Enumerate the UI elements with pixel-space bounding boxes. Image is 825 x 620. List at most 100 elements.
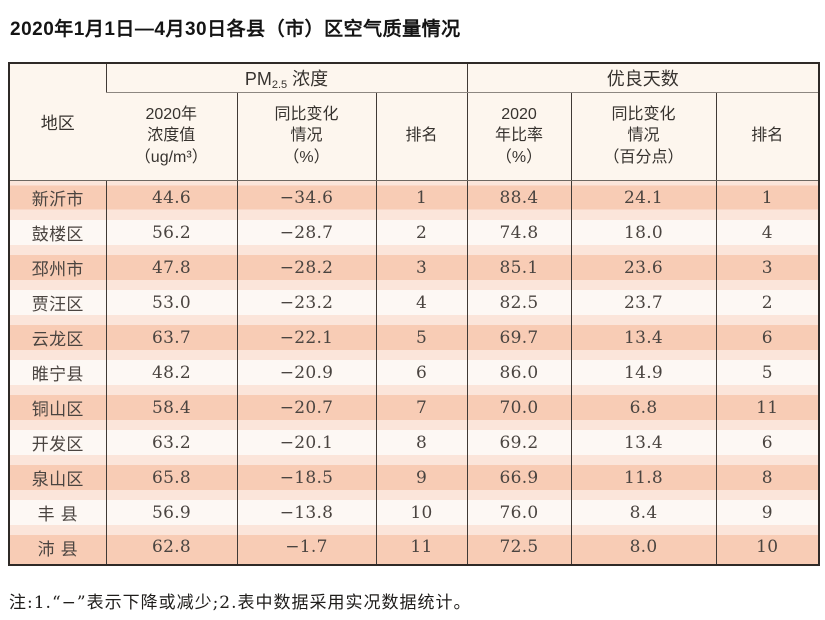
cell-pm25-rank: 9 bbox=[375, 460, 468, 495]
cell-good-days-change: 23.6 bbox=[570, 250, 717, 285]
header-good-days-rank: 排名 bbox=[715, 92, 820, 181]
table-note: 注:1.“−”表示下降或减少;2.表中数据采用实况数据统计。 bbox=[9, 593, 472, 613]
cell-pm25-2020-value: 44.6 bbox=[105, 180, 237, 215]
table-row: 开发区 63.2 −20.1 8 69.2 13.4 6 bbox=[9, 425, 820, 460]
cell-good-days-rank: 9 bbox=[715, 495, 820, 530]
cell-region: 泉山区 bbox=[9, 460, 106, 495]
cell-region: 铜山区 bbox=[9, 390, 106, 425]
cell-pm25-change: −18.5 bbox=[236, 460, 376, 495]
air-quality-table: 地区 PM2.5 浓度 优良天数 2020年 浓度值 （ug/m³） 同比变化 … bbox=[8, 62, 821, 566]
cell-pm25-2020-value: 65.8 bbox=[105, 460, 237, 495]
cell-pm25-2020-value: 63.2 bbox=[105, 425, 237, 460]
pm25-label-subscript: 2.5 bbox=[271, 78, 288, 91]
cell-pm25-2020-value: 56.9 bbox=[105, 495, 237, 530]
header-region: 地区 bbox=[9, 63, 106, 181]
cell-good-days-change: 14.9 bbox=[570, 355, 717, 390]
cell-good-days-change: 13.4 bbox=[570, 425, 717, 460]
table-row: 云龙区 63.7 −22.1 5 69.7 13.4 6 bbox=[9, 320, 820, 355]
header-pm25-change: 同比变化 情况 （%） bbox=[236, 92, 376, 181]
cell-region: 丰 县 bbox=[9, 495, 106, 530]
cell-good-days-ratio: 86.0 bbox=[466, 355, 572, 390]
cell-region: 睢宁县 bbox=[9, 355, 106, 390]
cell-good-days-rank: 10 bbox=[715, 530, 820, 565]
cell-good-days-rank: 6 bbox=[715, 425, 820, 460]
page-title: 2020年1月1日—4月30日各县（市）区空气质量情况 bbox=[10, 19, 461, 40]
cell-pm25-2020-value: 58.4 bbox=[105, 390, 237, 425]
cell-good-days-rank: 11 bbox=[715, 390, 820, 425]
header-group-good-days: 优良天数 bbox=[466, 63, 820, 93]
header-group-pm25: PM2.5 浓度 bbox=[105, 63, 468, 93]
cell-pm25-rank: 5 bbox=[375, 320, 468, 355]
cell-pm25-rank: 2 bbox=[375, 215, 468, 250]
cell-good-days-change: 11.8 bbox=[570, 460, 717, 495]
cell-good-days-ratio: 85.1 bbox=[466, 250, 572, 285]
table-body: 新沂市 44.6 −34.6 1 88.4 24.1 1 鼓楼区 56.2 −28.7 2 74.8 1… bbox=[9, 180, 820, 565]
cell-pm25-rank: 4 bbox=[375, 285, 468, 320]
cell-pm25-rank: 11 bbox=[375, 530, 468, 565]
cell-region: 贾汪区 bbox=[9, 285, 106, 320]
cell-good-days-rank: 8 bbox=[715, 460, 820, 495]
cell-good-days-ratio: 76.0 bbox=[466, 495, 572, 530]
cell-good-days-ratio: 88.4 bbox=[466, 180, 572, 215]
cell-pm25-change: −20.1 bbox=[236, 425, 376, 460]
cell-good-days-ratio: 70.0 bbox=[466, 390, 572, 425]
cell-good-days-ratio: 72.5 bbox=[466, 530, 572, 565]
cell-pm25-2020-value: 63.7 bbox=[105, 320, 237, 355]
cell-pm25-rank: 6 bbox=[375, 355, 468, 390]
cell-good-days-ratio: 74.8 bbox=[466, 215, 572, 250]
cell-good-days-rank: 4 bbox=[715, 215, 820, 250]
cell-pm25-2020-value: 48.2 bbox=[105, 355, 237, 390]
cell-good-days-rank: 3 bbox=[715, 250, 820, 285]
cell-region: 邳州市 bbox=[9, 250, 106, 285]
cell-pm25-change: −13.8 bbox=[236, 495, 376, 530]
cell-good-days-change: 8.4 bbox=[570, 495, 717, 530]
cell-pm25-change: −34.6 bbox=[236, 180, 376, 215]
header-good-days-change: 同比变化 情况 （百分点） bbox=[570, 92, 717, 181]
table-row: 鼓楼区 56.2 −28.7 2 74.8 18.0 4 bbox=[9, 215, 820, 250]
cell-pm25-rank: 8 bbox=[375, 425, 468, 460]
cell-pm25-change: −28.2 bbox=[236, 250, 376, 285]
cell-pm25-change: −20.7 bbox=[236, 390, 376, 425]
table-row: 邳州市 47.8 −28.2 3 85.1 23.6 3 bbox=[9, 250, 820, 285]
cell-pm25-2020-value: 47.8 bbox=[105, 250, 237, 285]
cell-pm25-2020-value: 56.2 bbox=[105, 215, 237, 250]
cell-pm25-change: −22.1 bbox=[236, 320, 376, 355]
cell-pm25-rank: 7 bbox=[375, 390, 468, 425]
table-row: 丰 县 56.9 −13.8 10 76.0 8.4 9 bbox=[9, 495, 820, 530]
cell-good-days-ratio: 66.9 bbox=[466, 460, 572, 495]
cell-good-days-ratio: 69.2 bbox=[466, 425, 572, 460]
table-header: 地区 PM2.5 浓度 优良天数 2020年 浓度值 （ug/m³） 同比变化 … bbox=[9, 63, 820, 181]
cell-pm25-rank: 1 bbox=[375, 180, 468, 215]
cell-region: 沛 县 bbox=[9, 530, 106, 565]
header-good-days-ratio: 2020 年比率 （%） bbox=[466, 92, 572, 181]
cell-pm25-2020-value: 53.0 bbox=[105, 285, 237, 320]
cell-good-days-change: 8.0 bbox=[570, 530, 717, 565]
header-pm25-rank: 排名 bbox=[375, 92, 468, 181]
cell-good-days-change: 24.1 bbox=[570, 180, 717, 215]
cell-good-days-change: 18.0 bbox=[570, 215, 717, 250]
cell-good-days-ratio: 82.5 bbox=[466, 285, 572, 320]
cell-region: 鼓楼区 bbox=[9, 215, 106, 250]
table-row: 新沂市 44.6 −34.6 1 88.4 24.1 1 bbox=[9, 180, 820, 215]
table-row: 贾汪区 53.0 −23.2 4 82.5 23.7 2 bbox=[9, 285, 820, 320]
cell-pm25-change: −20.9 bbox=[236, 355, 376, 390]
cell-good-days-change: 13.4 bbox=[570, 320, 717, 355]
cell-good-days-rank: 5 bbox=[715, 355, 820, 390]
cell-good-days-rank: 2 bbox=[715, 285, 820, 320]
cell-pm25-change: −28.7 bbox=[236, 215, 376, 250]
cell-region: 云龙区 bbox=[9, 320, 106, 355]
table-row: 睢宁县 48.2 −20.9 6 86.0 14.9 5 bbox=[9, 355, 820, 390]
cell-good-days-rank: 6 bbox=[715, 320, 820, 355]
cell-pm25-2020-value: 62.8 bbox=[105, 530, 237, 565]
cell-good-days-ratio: 69.7 bbox=[466, 320, 572, 355]
table-row: 沛 县 62.8 −1.7 11 72.5 8.0 10 bbox=[9, 530, 820, 565]
cell-pm25-change: −1.7 bbox=[236, 530, 376, 565]
table-row: 铜山区 58.4 −20.7 7 70.0 6.8 11 bbox=[9, 390, 820, 425]
cell-good-days-change: 6.8 bbox=[570, 390, 717, 425]
header-pm25-2020-value: 2020年 浓度值 （ug/m³） bbox=[106, 92, 237, 181]
cell-region: 新沂市 bbox=[9, 180, 106, 215]
cell-good-days-rank: 1 bbox=[715, 180, 820, 215]
cell-pm25-rank: 10 bbox=[375, 495, 468, 530]
cell-good-days-change: 23.7 bbox=[570, 285, 717, 320]
